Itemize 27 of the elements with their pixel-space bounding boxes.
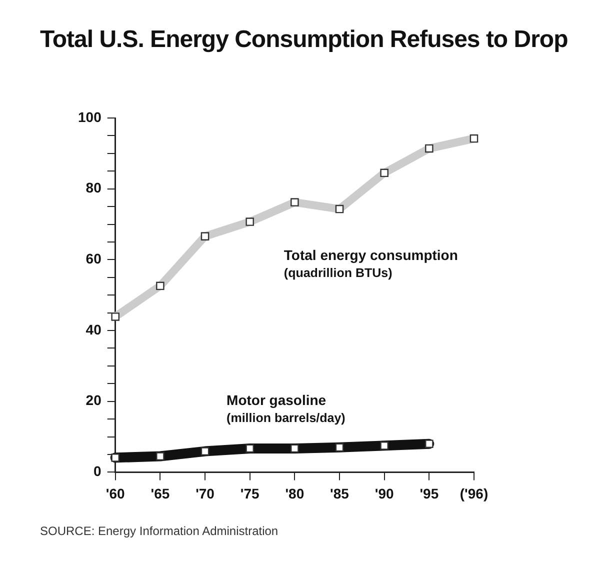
y-tick-label: 20 <box>86 392 102 408</box>
y-tick-label: 0 <box>94 463 102 480</box>
y-tick-label: 100 <box>78 108 102 125</box>
x-tick-label: '60 <box>106 485 126 502</box>
x-tick-label: '65 <box>150 485 170 502</box>
source-note: SOURCE: Energy Information Administration <box>40 524 278 538</box>
y-tick-label: 40 <box>86 321 102 338</box>
y-tick-label: 60 <box>86 250 102 267</box>
x-tick-label: '70 <box>196 485 215 502</box>
chart-title: Total U.S. Energy Consumption Refuses to Drop <box>40 26 568 54</box>
text: Total energy consumption (quadrillion BTUs) <box>284 246 458 280</box>
series-label: Motor gasoline (million barrels/day) <box>226 392 346 425</box>
point <box>335 443 344 452</box>
x-tick-label: '95 <box>420 485 439 502</box>
y-tick-label: 80 <box>86 180 102 196</box>
point <box>246 444 254 453</box>
point <box>425 440 434 448</box>
x-tick-label: '80 <box>285 485 304 502</box>
x-tick-label: ('96) <box>460 485 488 502</box>
point <box>380 442 388 450</box>
x-tick-label: '85 <box>330 485 350 502</box>
x-tick-label: '90 <box>374 485 394 502</box>
point <box>290 444 299 453</box>
point <box>156 452 164 460</box>
point <box>111 454 120 462</box>
point <box>200 447 210 456</box>
x-tick-label: '75 <box>240 485 260 502</box>
